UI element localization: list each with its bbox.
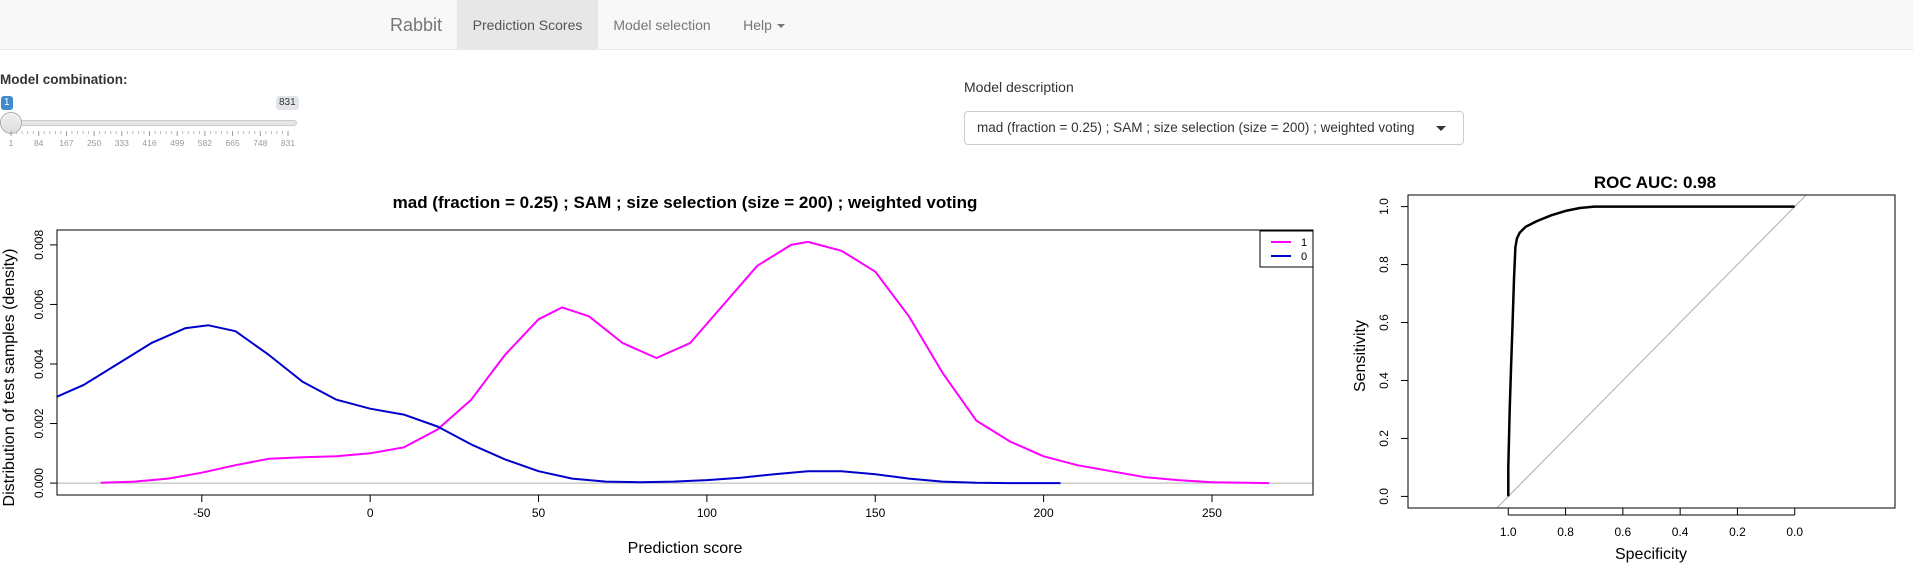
model-combination-label: Model combination: [0, 72, 128, 87]
slider-tick-label: 416 [142, 138, 156, 148]
y-tick-label: 0.004 [32, 349, 46, 379]
roc-diagonal-line [1496, 194, 1807, 509]
slider-tick-label: 831 [281, 138, 295, 148]
y-tick-label: 0.008 [32, 230, 46, 260]
slider-tick-label: 333 [115, 138, 129, 148]
roc-y-tick-label: 0.0 [1377, 488, 1391, 505]
x-tick-label: 150 [865, 506, 885, 520]
y-tick-label: 0.000 [32, 468, 46, 498]
legend-label-0: 0 [1301, 251, 1307, 263]
slider-tick-label: 84 [34, 138, 44, 148]
model-description-label: Model description [964, 79, 1074, 95]
roc-x-tick-label: 0.2 [1729, 525, 1746, 539]
x-tick-label: 200 [1034, 506, 1054, 520]
legend-label-1: 1 [1301, 237, 1307, 249]
legend-box [1259, 230, 1314, 268]
x-tick-label: 0 [367, 506, 374, 520]
x-tick-label: 50 [532, 506, 546, 520]
slider-tick-label: 499 [170, 138, 184, 148]
y-tick-label: 0.006 [32, 289, 46, 319]
model-combination-slider[interactable]: 1 831 1 84 167 250 333 416 499 582 665 748 831 [0, 95, 300, 155]
model-description-select[interactable]: mad (fraction = 0.25) ; SAM ; size selec… [964, 111, 1464, 145]
density-series-0 [56, 324, 1061, 485]
roc-y-tick-label: 1.0 [1377, 198, 1391, 215]
roc-y-tick-label: 0.4 [1377, 372, 1391, 389]
x-axis-label: Prediction score [628, 540, 743, 557]
roc-chart: ROC AUC: 0.98 1.0 0.8 0.6 0.4 0.2 0.0 0.0 0.2 0.4… [1352, 173, 1896, 563]
x-tick-label: 250 [1202, 506, 1222, 520]
tab-help[interactable]: Help [726, 0, 802, 50]
roc-plot-frame [1407, 194, 1896, 509]
select-caret-icon [1436, 126, 1446, 131]
roc-y-tick-label: 0.6 [1377, 314, 1391, 331]
x-tick-label: 100 [697, 506, 717, 520]
navbar: Rabbit Prediction Scores Model selection… [0, 0, 1913, 50]
roc-y-tick-label: 0.2 [1377, 430, 1391, 447]
density-chart: mad (fraction = 0.25) ; SAM ; size selec… [1, 193, 1314, 557]
brand-title[interactable]: Rabbit [390, 15, 443, 35]
tab-model-selection[interactable]: Model selection [613, 17, 711, 33]
roc-x-tick-label: 1.0 [1500, 525, 1517, 539]
roc-x-tick-label: 0.4 [1672, 525, 1689, 539]
roc-x-tick-label: 0.6 [1615, 525, 1632, 539]
slider-track[interactable] [10, 120, 297, 126]
density-series-1 [100, 240, 1270, 485]
roc-y-tick-label: 0.8 [1377, 256, 1391, 273]
slider-value-badge: 1 [1, 96, 13, 110]
slider-tick-label: 748 [253, 138, 267, 148]
x-tick-label: -50 [193, 506, 211, 520]
roc-x-tick-label: 0.0 [1786, 525, 1803, 539]
slider-tick-label: 1 [9, 138, 14, 148]
slider-tick-label: 582 [198, 138, 212, 148]
roc-y-axis-label: Sensitivity [1352, 320, 1369, 392]
slider-ticks: 1 84 167 250 333 416 499 582 665 748 831 [9, 131, 295, 148]
tab-prediction-scores[interactable]: Prediction Scores [457, 0, 598, 50]
roc-x-tick-label: 0.8 [1557, 525, 1574, 539]
slider-tick-label: 167 [59, 138, 73, 148]
y-axis-label: Distribution of test samples (density) [1, 249, 18, 507]
slider-tick-label: 250 [87, 138, 101, 148]
slider-tick-label: 665 [226, 138, 240, 148]
density-plot-frame [56, 229, 1314, 496]
roc-x-axis-label: Specificity [1615, 546, 1687, 563]
chevron-down-icon [776, 24, 785, 29]
slider-max-badge: 831 [276, 96, 299, 110]
roc-curve [1507, 205, 1795, 497]
tab-help-label: Help [743, 17, 772, 33]
roc-chart-title: ROC AUC: 0.98 [1594, 173, 1716, 192]
density-chart-title: mad (fraction = 0.25) ; SAM ; size selec… [393, 193, 978, 212]
y-tick-label: 0.002 [32, 408, 46, 438]
